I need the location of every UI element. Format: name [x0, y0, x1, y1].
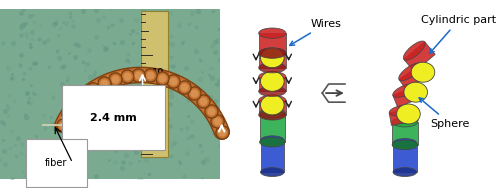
Bar — [260, 140, 284, 172]
Text: Cylindric part: Cylindric part — [421, 15, 496, 53]
Ellipse shape — [258, 48, 286, 58]
Bar — [393, 143, 416, 172]
Ellipse shape — [258, 110, 286, 120]
Ellipse shape — [260, 168, 284, 177]
Text: 10: 10 — [151, 68, 163, 77]
Ellipse shape — [260, 137, 285, 147]
Text: Wires: Wires — [290, 19, 342, 45]
Ellipse shape — [260, 48, 284, 68]
Bar — [140, 11, 168, 157]
Ellipse shape — [392, 83, 418, 97]
Ellipse shape — [393, 168, 416, 177]
Ellipse shape — [396, 104, 420, 124]
Bar — [258, 33, 286, 53]
Polygon shape — [393, 85, 423, 107]
Polygon shape — [404, 42, 435, 72]
Bar — [258, 77, 286, 91]
Bar — [258, 53, 286, 68]
Text: fiber: fiber — [45, 158, 68, 168]
Polygon shape — [389, 108, 418, 125]
Ellipse shape — [258, 72, 286, 82]
Ellipse shape — [260, 136, 284, 145]
Ellipse shape — [260, 71, 284, 91]
Ellipse shape — [392, 117, 417, 127]
Bar — [220, 9, 454, 179]
Ellipse shape — [404, 41, 425, 60]
Ellipse shape — [411, 62, 435, 82]
Bar — [258, 100, 286, 115]
Text: Sphere: Sphere — [419, 98, 470, 129]
Ellipse shape — [393, 139, 416, 148]
Ellipse shape — [260, 95, 284, 115]
Polygon shape — [399, 64, 428, 90]
Bar — [260, 113, 285, 142]
Ellipse shape — [258, 95, 286, 105]
Ellipse shape — [392, 140, 417, 150]
Bar — [392, 122, 417, 145]
Ellipse shape — [260, 108, 285, 118]
Ellipse shape — [258, 48, 286, 58]
Ellipse shape — [389, 105, 416, 116]
Ellipse shape — [258, 62, 286, 73]
Text: 2.4 mm: 2.4 mm — [90, 113, 137, 123]
Ellipse shape — [258, 28, 286, 38]
Bar — [0, 9, 220, 179]
Ellipse shape — [404, 82, 427, 102]
Ellipse shape — [398, 63, 422, 81]
Ellipse shape — [258, 86, 286, 96]
